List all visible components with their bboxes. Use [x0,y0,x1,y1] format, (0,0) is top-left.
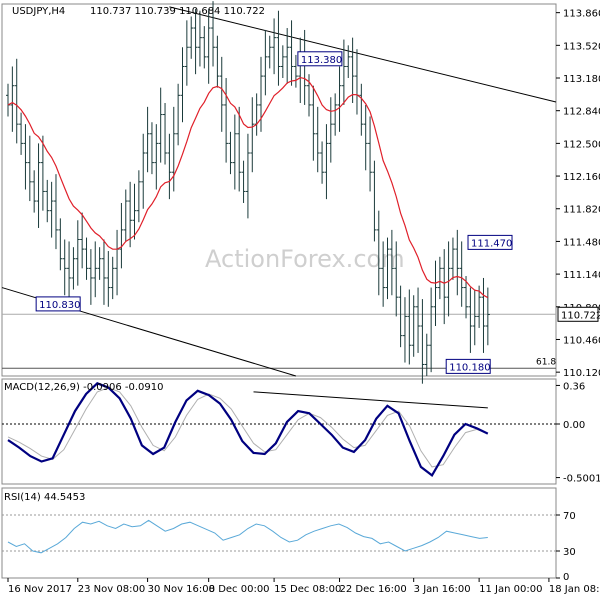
price-tick-label: 113.860 [563,9,600,20]
price-panel-frame [1,3,557,377]
price-tick-label: 112.160 [563,172,600,183]
rsi-line [7,519,488,554]
price-tick-label: 111.480 [563,237,600,248]
macd-tick-label: -0.5001 [563,474,600,485]
rsi-tick-label: 30 [563,547,576,558]
price-annotation-box [297,51,343,67]
rsi-lines [2,514,556,554]
channel-upper-line [169,6,557,103]
y-axes: 113.860 113.520 113.180 112.840 112.500 112.1… [556,9,600,583]
x-tick-label: 23 Nov 08:00 [78,584,145,595]
rsi-label: RSI(14) 44.5453 [4,492,85,503]
x-tick-label: 16 Nov 2017 [8,584,72,595]
macd-tick-label: 0.36 [563,381,585,392]
price-annotations: 113.380 111.470 110.830 110.180 [35,51,513,374]
price-annotation-box [35,296,81,312]
chart-header-symbol: USDJPY,H4 [12,6,65,17]
x-tick-label: 30 Nov 16:00 [148,584,215,595]
fib-label: 61.8 [536,357,556,367]
rsi-tick-label: 0 [563,572,569,583]
macd-signal-line [7,387,488,468]
moving-average-line [7,76,489,299]
price-annotation-box [467,234,513,250]
panel-frames [1,3,557,579]
channel-lines [1,6,557,377]
price-annotation-label: 110.830 [39,300,80,311]
chart-header-ohlc: 110.737 110.739 110.684 110.722 [90,6,265,17]
price-annotation-label: 111.470 [471,238,512,249]
price-annotation-label: 110.180 [449,362,490,373]
price-bars [6,1,490,384]
current-price-label: 110.722 [561,310,600,321]
price-tick-label: 112.840 [563,107,600,118]
x-tick-label: 8 Dec 00:00 [209,584,270,595]
macd-label: MACD(12,26,9) -0.0906 -0.0910 [4,382,164,393]
rsi-tick-label: 70 [563,511,576,522]
x-axis: 16 Nov 2017 23 Nov 08:00 30 Nov 16:008 Dec… [7,578,600,595]
price-tick-label: 112.500 [563,139,600,150]
price-tick-label: 111.820 [563,205,600,216]
macd-trend-line [253,391,488,409]
x-tick-label: 15 Dec 08:00 [274,584,341,595]
x-tick-label: 3 Jan 16:00 [414,584,471,595]
macd-lines [2,382,556,478]
x-tick-label: 18 Jan 08:00 [549,584,600,595]
x-tick-label: 22 Dec 16:00 [340,584,407,595]
current-price-box [557,306,599,322]
macd-line [7,382,489,478]
x-tick-label: 11 Jan 00:00 [479,584,542,595]
price-tick-label: 113.180 [563,74,600,85]
price-tick-label: 110.120 [563,368,600,379]
price-annotation-label: 113.380 [301,55,342,66]
price-tick-label: 113.520 [563,41,600,52]
price-tick-label: 111.140 [563,270,600,281]
rsi-panel-frame [1,487,557,579]
macd-tick-label: 0.00 [563,420,585,431]
price-annotation-box [445,358,491,374]
macd-panel-frame [1,378,557,485]
price-tick-label: 110.460 [563,335,600,346]
watermark: ActionForex.com [205,245,405,273]
